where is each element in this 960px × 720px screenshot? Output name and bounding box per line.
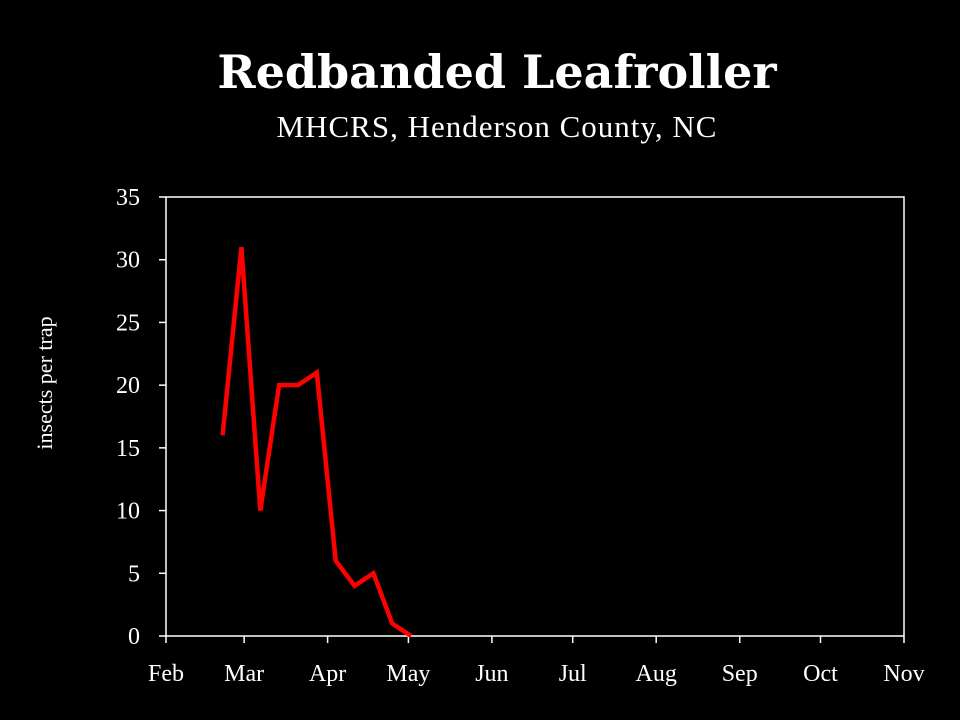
x-tick-label: Oct	[803, 661, 838, 687]
x-tick-label: Sep	[722, 661, 758, 687]
series-line	[220, 246, 413, 638]
x-axis: Feb Mar Apr May Jun Jul Aug Sep Oct Nov	[148, 636, 925, 687]
x-tick-label: May	[386, 661, 430, 687]
y-tick-label: 35	[116, 185, 140, 211]
x-tick-label: Jun	[475, 661, 508, 687]
chart-subtitle: MHCRS, Henderson County, NC	[277, 109, 718, 144]
x-tick-label: Apr	[309, 661, 346, 687]
y-tick-label: 0	[128, 624, 140, 650]
y-axis-label: insects per trap	[32, 316, 57, 449]
y-tick-label: 10	[116, 499, 140, 525]
series-layer	[220, 246, 413, 638]
x-tick-label: Jul	[559, 661, 587, 687]
x-tick-label: Mar	[224, 661, 264, 687]
y-tick-label: 5	[128, 561, 140, 587]
y-tick-label: 15	[116, 436, 140, 462]
x-tick-label: Nov	[883, 661, 924, 687]
y-tick-label: 30	[116, 248, 140, 274]
y-tick-label: 20	[116, 373, 140, 399]
x-tick-label: Aug	[636, 661, 677, 687]
plot-frame	[165, 196, 905, 637]
y-axis: 0 5 10 15 20 25 30 35	[116, 185, 166, 650]
x-tick-label: Feb	[148, 661, 184, 687]
y-tick-label: 25	[116, 310, 140, 336]
chart-title: Redbanded Leafroller	[217, 45, 777, 99]
